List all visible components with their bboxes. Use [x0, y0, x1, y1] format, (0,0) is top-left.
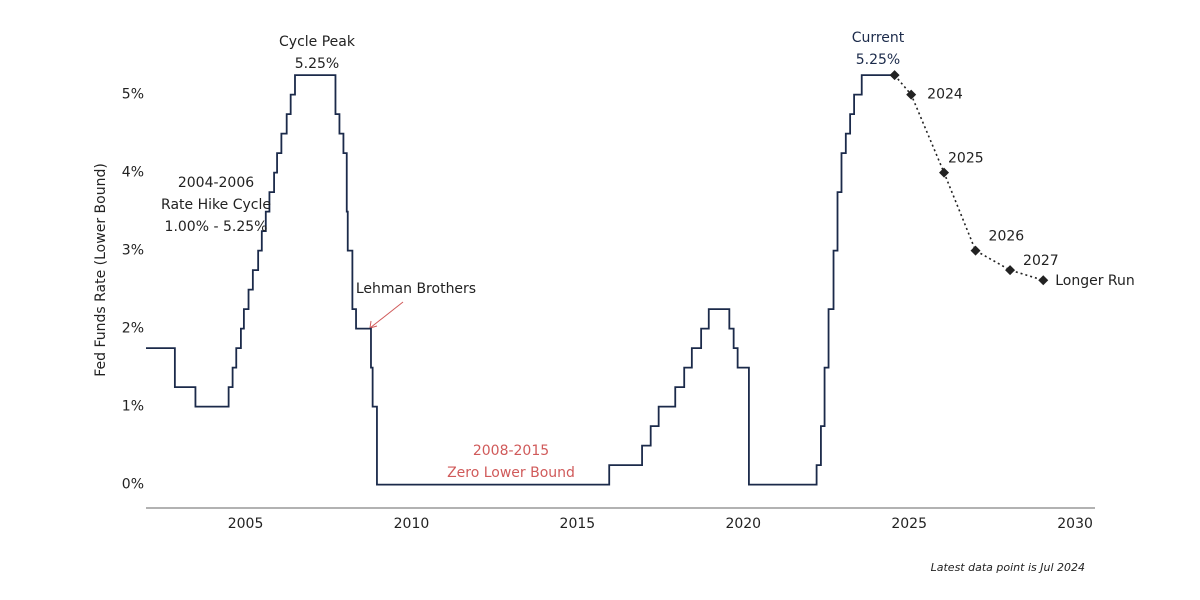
y-tick-label: 3%: [122, 243, 144, 259]
annotation: 5.25%: [295, 56, 339, 72]
projection-label: 2027: [1023, 253, 1059, 269]
projection-marker: [1005, 265, 1016, 276]
y-tick-label: 5%: [122, 87, 144, 103]
y-tick-label: 1%: [122, 399, 144, 415]
y-tick-label: 2%: [122, 321, 144, 337]
annotation: Rate Hike Cycle: [161, 197, 271, 213]
annotation: Cycle Peak: [279, 34, 356, 50]
x-tick-label: 2030: [1057, 516, 1093, 532]
projection-marker: [906, 89, 917, 100]
projection-marker: [889, 70, 900, 81]
annotation: Zero Lower Bound: [447, 465, 575, 481]
x-tick-label: 2025: [891, 516, 927, 532]
x-tick-label: 2015: [560, 516, 596, 532]
y-tick-label: 4%: [122, 165, 144, 181]
annotation: 2004-2006: [178, 175, 254, 191]
lehman-arrow: [369, 301, 404, 329]
x-tick-label: 2020: [725, 516, 761, 532]
rate-line: [146, 74, 895, 486]
projection-marker: [1038, 275, 1049, 286]
x-tick-label: 2005: [228, 516, 264, 532]
projection-marker: [970, 245, 981, 256]
projection-marker: [939, 167, 950, 178]
annotation: 1.00% - 5.25%: [165, 219, 268, 235]
projection-label: 2026: [989, 229, 1025, 245]
annotation: 5.25%: [856, 52, 900, 68]
y-axis-label: Fed Funds Rate (Lower Bound): [93, 163, 109, 377]
annotation: Current: [852, 30, 905, 46]
projection-label: 2024: [927, 87, 963, 103]
projection-line: [893, 74, 1044, 282]
projection-label: Longer Run: [1055, 273, 1135, 289]
annotation: Lehman Brothers: [356, 281, 476, 297]
projection-label: 2025: [948, 151, 984, 167]
x-tick-label: 2010: [394, 516, 430, 532]
annotation: 2008-2015: [473, 443, 549, 459]
footnote: Latest data point is Jul 2024: [931, 561, 1085, 574]
y-tick-label: 0%: [122, 477, 144, 493]
